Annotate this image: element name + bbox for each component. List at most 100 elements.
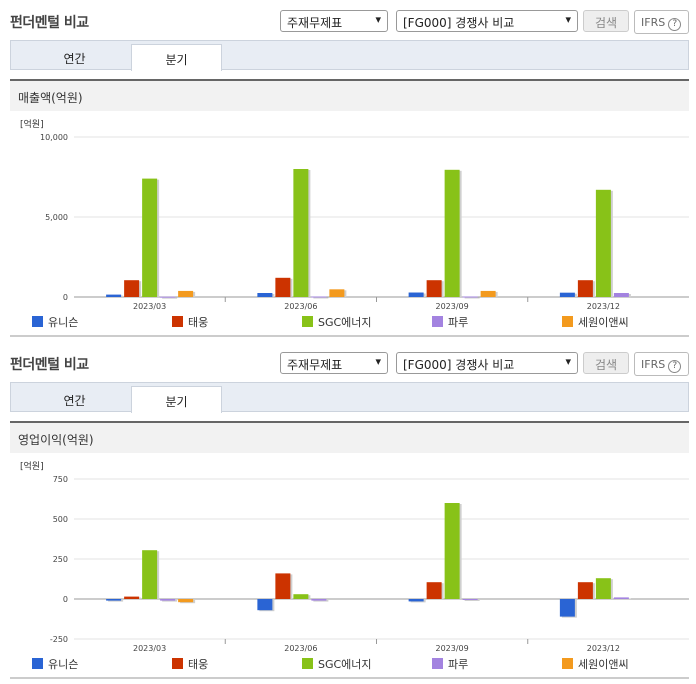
x-tick-label: 2023/06 bbox=[284, 302, 317, 311]
legend-swatch bbox=[32, 658, 43, 669]
bar bbox=[329, 289, 345, 297]
help-icon[interactable]: ? bbox=[668, 18, 682, 31]
x-tick-label: 2023/09 bbox=[436, 644, 469, 653]
statement-type-select[interactable]: 주재무제표 ▾ bbox=[280, 10, 388, 32]
bar bbox=[293, 169, 309, 297]
bar bbox=[480, 290, 496, 297]
chevron-down-icon: ▾ bbox=[565, 13, 571, 26]
section-title: 영업이익(억원) bbox=[10, 421, 689, 453]
search-button[interactable]: 검색 bbox=[583, 352, 629, 374]
bar bbox=[293, 594, 309, 599]
legend-item[interactable]: 세원이앤씨 bbox=[562, 314, 629, 330]
bar-shadow bbox=[162, 600, 178, 602]
legend-swatch bbox=[302, 316, 313, 327]
legend-label: SGC에너지 bbox=[318, 316, 372, 329]
legend-label: 유니슨 bbox=[48, 316, 79, 329]
x-tick-label: 2023/03 bbox=[133, 302, 166, 311]
comparison-group-select[interactable]: [FG000] 경쟁사 비교 ▾ bbox=[396, 352, 578, 374]
legend-item[interactable]: 세원이앤씨 bbox=[562, 656, 629, 672]
bar bbox=[124, 280, 140, 297]
legend-item[interactable]: SGC에너지 bbox=[302, 656, 372, 672]
tab-annual[interactable]: 연간 bbox=[63, 394, 86, 408]
bar-shadow bbox=[615, 598, 631, 600]
unit-label: [억원] bbox=[20, 460, 44, 472]
y-tick-label: 10,000 bbox=[40, 133, 68, 142]
y-tick-label: 500 bbox=[53, 515, 68, 524]
bar bbox=[426, 582, 442, 599]
bar bbox=[462, 296, 478, 298]
panel-title: 펀더멘털 비교 bbox=[10, 15, 89, 31]
bar-shadow bbox=[108, 600, 124, 602]
legend-label: 세원이앤씨 bbox=[578, 658, 629, 671]
legend-item[interactable]: 유니슨 bbox=[32, 314, 78, 330]
period-tabs: 연간 분기 bbox=[10, 382, 689, 413]
legend-item[interactable]: 유니슨 bbox=[32, 656, 78, 672]
y-tick-label: 0 bbox=[63, 293, 68, 302]
legend-item[interactable]: SGC에너지 bbox=[302, 314, 372, 330]
period-tabs: 연간 분기 bbox=[10, 40, 689, 71]
tab-annual[interactable]: 연간 bbox=[63, 52, 86, 66]
bar bbox=[444, 503, 460, 599]
bar bbox=[178, 599, 194, 603]
legend-swatch bbox=[302, 658, 313, 669]
search-button[interactable]: 검색 bbox=[583, 10, 629, 32]
bar-shadow bbox=[313, 600, 329, 602]
legend-swatch bbox=[172, 316, 183, 327]
chart-svg: [억원] 0 5,000 10,000 2023/03 2023/06 2023/09 202… bbox=[20, 118, 689, 311]
chart-svg: [억원] -250 0 250 500 750 2023/03 2023/06 2023/09 2… bbox=[20, 460, 689, 653]
bar-shadow bbox=[464, 600, 480, 601]
bar bbox=[462, 599, 478, 600]
help-icon[interactable]: ? bbox=[668, 360, 682, 373]
ifrs-label: IFRS bbox=[641, 358, 666, 371]
bar-shadow bbox=[464, 297, 480, 299]
bar-shadow bbox=[313, 297, 329, 299]
tab-quarterly[interactable]: 분기 bbox=[131, 44, 222, 71]
comparison-group-select[interactable]: [FG000] 경쟁사 비교 ▾ bbox=[396, 10, 578, 32]
comparison-group-value: [FG000] 경쟁사 비교 bbox=[403, 358, 515, 372]
bar bbox=[613, 597, 629, 599]
bar bbox=[106, 599, 122, 601]
comparison-group-value: [FG000] 경쟁사 비교 bbox=[403, 16, 515, 30]
bar bbox=[142, 178, 158, 297]
legend-swatch bbox=[32, 316, 43, 327]
bar bbox=[613, 293, 629, 297]
bar bbox=[444, 169, 460, 297]
tab-quarterly[interactable]: 분기 bbox=[131, 386, 222, 413]
y-tick-label: 5,000 bbox=[45, 213, 68, 222]
x-tick-label: 2023/12 bbox=[587, 644, 620, 653]
chart-legend: 유니슨 태웅 SGC에너지 파루 세원이앤씨 bbox=[32, 656, 672, 672]
bar bbox=[257, 599, 273, 611]
ifrs-label: IFRS bbox=[641, 16, 666, 29]
ifrs-info[interactable]: IFRS? bbox=[634, 10, 689, 34]
legend-item[interactable]: 태웅 bbox=[172, 656, 208, 672]
statement-type-select[interactable]: 주재무제표 ▾ bbox=[280, 352, 388, 374]
legend-label: 파루 bbox=[448, 658, 469, 671]
legend-label: 파루 bbox=[448, 316, 469, 329]
panel-title: 펀더멘털 비교 bbox=[10, 357, 89, 373]
fundamental-panel-operating-income: 펀더멘털 비교 주재무제표 ▾ [FG000] 경쟁사 비교 ▾ 검색 IFRS? … bbox=[0, 342, 696, 684]
bar bbox=[160, 296, 176, 298]
chart-legend: 유니슨 태웅 SGC에너지 파루 세원이앤씨 bbox=[32, 314, 672, 330]
bar bbox=[106, 294, 122, 297]
bar bbox=[408, 599, 424, 602]
chevron-down-icon: ▾ bbox=[375, 355, 381, 368]
bar bbox=[595, 189, 611, 297]
ifrs-info[interactable]: IFRS? bbox=[634, 352, 689, 376]
bar bbox=[577, 582, 593, 599]
legend-item[interactable]: 파루 bbox=[432, 314, 468, 330]
bar bbox=[160, 599, 176, 601]
x-tick-label: 2023/06 bbox=[284, 644, 317, 653]
legend-item[interactable]: 태웅 bbox=[172, 314, 208, 330]
bar bbox=[124, 596, 140, 599]
bar bbox=[577, 280, 593, 297]
legend-item[interactable]: 파루 bbox=[432, 656, 468, 672]
section-title: 매출액(억원) bbox=[10, 79, 689, 111]
chevron-down-icon: ▾ bbox=[565, 355, 571, 368]
legend-label: 유니슨 bbox=[48, 658, 79, 671]
bar bbox=[142, 550, 158, 599]
statement-type-value: 주재무제표 bbox=[287, 358, 343, 372]
y-tick-label: -250 bbox=[50, 635, 68, 644]
bar bbox=[408, 292, 424, 297]
y-tick-label: 750 bbox=[53, 475, 68, 484]
bar-chart: [억원] -250 0 250 500 750 2023/03 2023/06 2023/09 2… bbox=[10, 453, 689, 679]
